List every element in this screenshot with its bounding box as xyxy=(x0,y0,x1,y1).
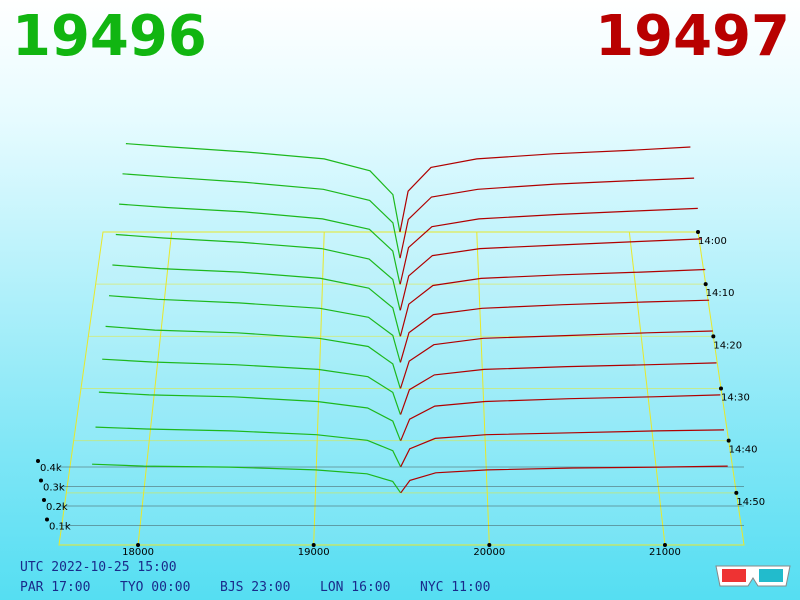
time-tick-mark xyxy=(734,490,739,495)
y-tick-mark xyxy=(45,517,49,522)
bid-price: 19496 xyxy=(12,4,207,69)
ask-depth-line xyxy=(399,207,698,285)
x-tick-label: 18000 xyxy=(122,547,154,558)
time-tick-label: 14:50 xyxy=(736,497,765,508)
time-tick-label: 14:40 xyxy=(729,445,758,456)
bid-depth-line xyxy=(102,358,401,415)
time-tick-label: 14:30 xyxy=(721,393,750,404)
3d-glasses-icon[interactable] xyxy=(715,565,791,587)
bid-depth-line xyxy=(112,264,401,337)
bid-depth-line xyxy=(105,325,401,389)
timezone-label: TYO 00:00 xyxy=(120,580,190,595)
time-tick-label: 14:10 xyxy=(706,288,735,299)
x-tick-label: 19000 xyxy=(298,547,330,558)
ask-depth-line xyxy=(399,268,706,337)
y-tick-label: 0.1k xyxy=(49,522,71,533)
time-tick-mark xyxy=(711,334,716,339)
x-tick-mark xyxy=(662,543,667,547)
ask-depth-line xyxy=(400,362,717,415)
timezone-label: BJS 23:00 xyxy=(220,580,290,595)
timezone-label: PAR 17:00 xyxy=(20,580,90,595)
x-tick-mark xyxy=(487,543,492,547)
time-tick-mark xyxy=(719,386,723,391)
ask-depth-line xyxy=(400,465,728,494)
x-tick-label: 21000 xyxy=(649,547,681,558)
ask-depth-line xyxy=(400,429,725,468)
utc-time: UTC 2022-10-25 15:00 xyxy=(20,560,177,575)
time-tick-label: 14:20 xyxy=(713,340,742,351)
timezone-label: NYC 11:00 xyxy=(420,580,490,595)
bid-depth-line xyxy=(115,233,401,311)
x-tick-mark xyxy=(311,543,316,547)
lens-cyan xyxy=(759,569,783,582)
bid-depth-line xyxy=(125,143,401,233)
time-tick-mark xyxy=(726,438,731,443)
ask-depth-line xyxy=(399,177,695,259)
y-tick-label: 0.2k xyxy=(46,502,68,513)
ask-depth-line xyxy=(399,330,713,389)
bid-depth-line xyxy=(92,463,402,494)
y-tick-mark xyxy=(42,498,46,502)
lens-red xyxy=(722,569,746,582)
ask-depth-line xyxy=(399,146,691,233)
x-tick-label: 20000 xyxy=(473,547,505,558)
ask-depth-line xyxy=(399,299,710,363)
bid-depth-line xyxy=(108,295,401,363)
bid-depth-line xyxy=(98,391,402,441)
y-tick-label: 0.3k xyxy=(43,483,65,494)
ask-depth-line xyxy=(400,394,721,441)
time-tick-mark xyxy=(696,230,700,234)
bid-depth-line xyxy=(119,203,401,285)
y-tick-mark xyxy=(36,459,40,463)
x-tick-mark xyxy=(136,543,141,547)
bid-depth-line xyxy=(95,426,402,468)
ask-price: 19497 xyxy=(595,4,790,69)
timezone-label: LON 16:00 xyxy=(320,580,390,595)
time-tick-label: 14:00 xyxy=(698,236,727,247)
y-tick-mark xyxy=(39,478,43,483)
y-tick-label: 0.4k xyxy=(40,463,62,474)
time-tick-mark xyxy=(703,282,708,287)
ask-depth-line xyxy=(399,238,702,311)
bid-depth-line xyxy=(122,173,401,259)
